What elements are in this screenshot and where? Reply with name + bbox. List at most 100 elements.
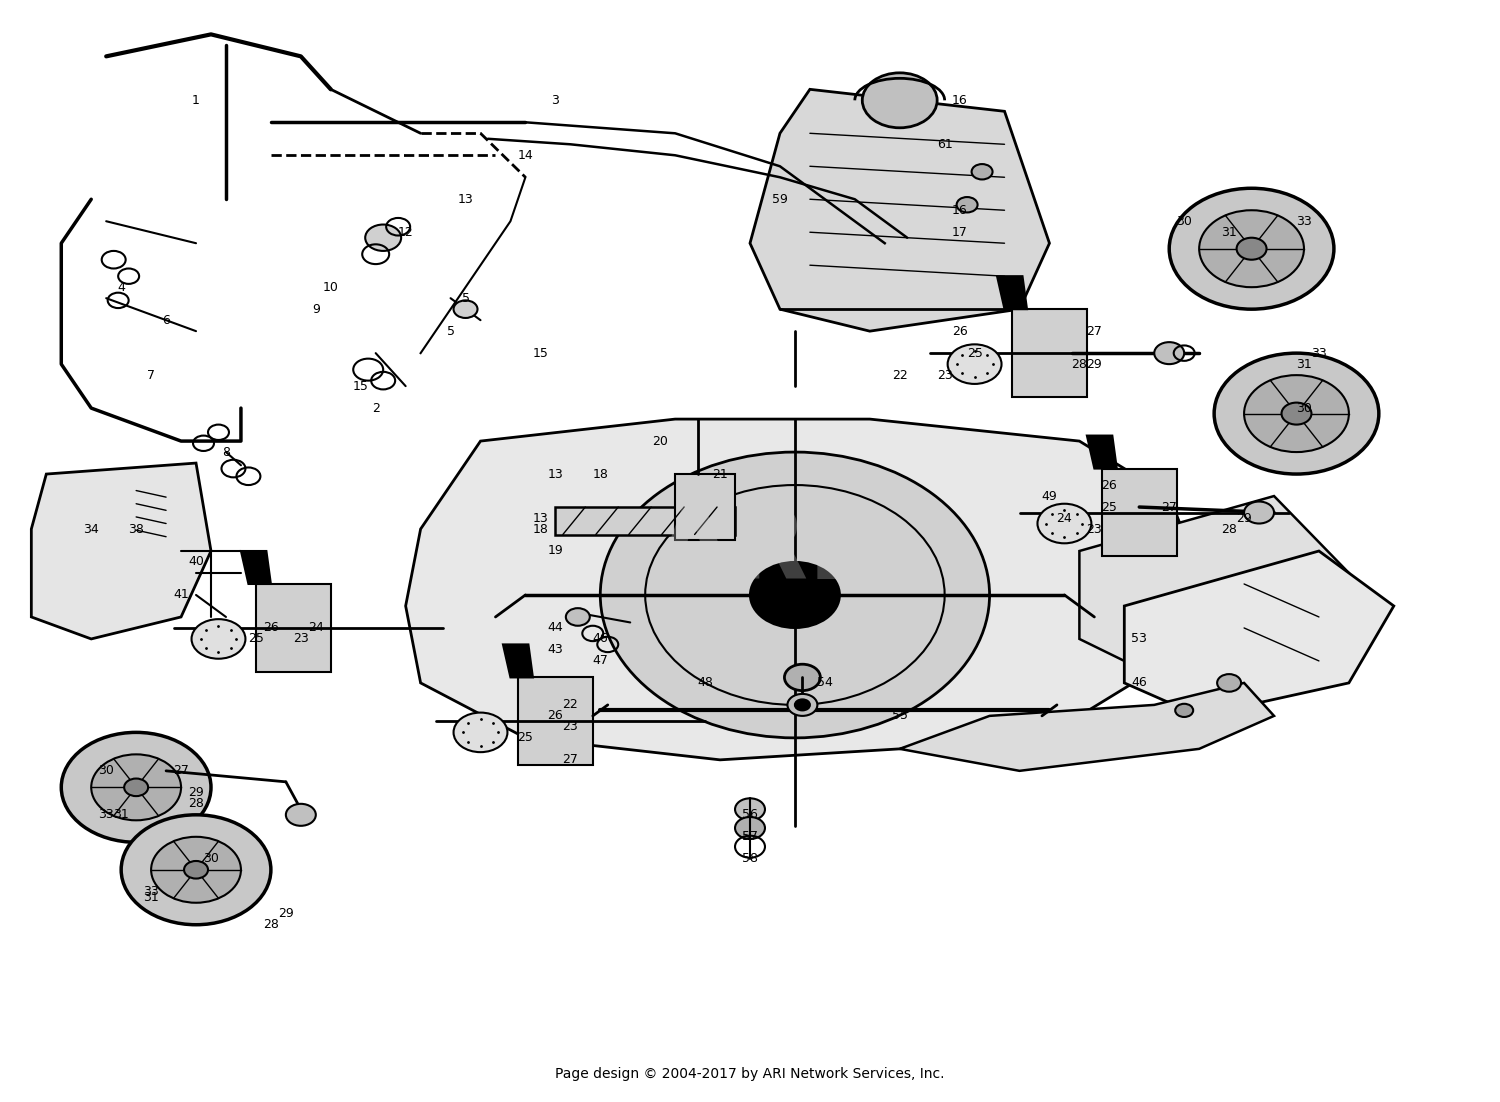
Text: 29: 29 [1236, 511, 1252, 525]
Text: 20: 20 [652, 434, 668, 447]
Circle shape [62, 733, 211, 842]
Text: 28: 28 [188, 798, 204, 810]
Text: 8: 8 [222, 445, 230, 458]
Text: 19: 19 [548, 544, 562, 558]
Polygon shape [503, 645, 532, 678]
Text: 38: 38 [128, 522, 144, 536]
Polygon shape [405, 419, 1198, 760]
Text: 25: 25 [966, 347, 982, 359]
Circle shape [948, 344, 1002, 383]
Polygon shape [998, 277, 1028, 310]
Polygon shape [1125, 551, 1394, 716]
Text: 46: 46 [1131, 677, 1148, 690]
Text: 43: 43 [548, 644, 562, 657]
Text: 33: 33 [99, 808, 114, 821]
Circle shape [862, 73, 938, 128]
Circle shape [735, 798, 765, 820]
Text: 13: 13 [458, 193, 474, 206]
Text: 21: 21 [712, 467, 728, 480]
Polygon shape [32, 463, 211, 639]
Circle shape [92, 755, 182, 820]
Text: 26: 26 [1101, 478, 1118, 491]
Circle shape [184, 861, 209, 878]
Text: 9: 9 [312, 303, 320, 315]
Text: 17: 17 [951, 226, 968, 239]
Text: 30: 30 [99, 765, 114, 777]
Bar [555, 507, 735, 534]
Text: 30: 30 [202, 852, 219, 865]
Text: 49: 49 [1041, 489, 1058, 503]
Text: 27: 27 [562, 754, 579, 766]
Text: 26: 26 [951, 325, 968, 337]
Text: 34: 34 [84, 522, 99, 536]
Circle shape [972, 164, 993, 180]
Text: 5: 5 [447, 325, 454, 337]
Text: 6: 6 [162, 314, 170, 326]
Circle shape [600, 452, 990, 738]
Bar [675, 474, 735, 540]
Polygon shape [750, 89, 1050, 332]
Text: 25: 25 [518, 732, 534, 744]
Text: 4: 4 [117, 281, 124, 294]
Text: 59: 59 [772, 193, 788, 206]
Text: 7: 7 [147, 369, 154, 381]
Text: 15: 15 [532, 347, 549, 359]
Text: 46: 46 [592, 633, 608, 646]
Text: 2: 2 [372, 401, 380, 414]
Text: 12: 12 [398, 226, 414, 239]
Text: 24: 24 [308, 622, 324, 635]
Polygon shape [1088, 435, 1118, 468]
Text: 29: 29 [188, 787, 204, 799]
Text: 33: 33 [1311, 347, 1328, 359]
Circle shape [750, 562, 840, 628]
Circle shape [1198, 210, 1304, 288]
Circle shape [1281, 402, 1311, 424]
Text: 27: 27 [172, 765, 189, 777]
Bar [256, 584, 332, 672]
Text: 23: 23 [292, 633, 309, 646]
Bar [1013, 310, 1088, 397]
Text: 13: 13 [532, 511, 549, 525]
Text: 31: 31 [1296, 358, 1312, 370]
Text: 55: 55 [891, 710, 908, 723]
Circle shape [1236, 238, 1266, 260]
Text: 29: 29 [278, 907, 294, 920]
Polygon shape [1080, 496, 1348, 683]
Circle shape [1244, 501, 1274, 523]
Text: 16: 16 [951, 204, 968, 217]
Text: 23: 23 [938, 369, 952, 381]
Text: Page design © 2004-2017 by ARI Network Services, Inc.: Page design © 2004-2017 by ARI Network S… [555, 1067, 945, 1081]
Text: 29: 29 [1086, 358, 1102, 370]
Circle shape [784, 665, 820, 691]
Text: 18: 18 [532, 522, 549, 536]
Text: 31: 31 [1221, 226, 1238, 239]
Text: 14: 14 [518, 149, 534, 162]
Bar [518, 678, 593, 766]
Circle shape [1038, 504, 1092, 543]
Circle shape [286, 803, 316, 825]
Text: 22: 22 [892, 369, 908, 381]
Text: 1: 1 [192, 94, 200, 107]
Text: 15: 15 [352, 379, 369, 392]
Circle shape [795, 700, 810, 711]
Text: 23: 23 [1086, 522, 1102, 536]
Text: 3: 3 [552, 94, 560, 107]
Text: 24: 24 [1056, 511, 1072, 525]
Text: 26: 26 [548, 710, 562, 723]
Text: 25: 25 [248, 633, 264, 646]
Text: 30: 30 [1296, 401, 1312, 414]
Circle shape [364, 225, 400, 251]
Text: 10: 10 [322, 281, 339, 294]
Text: 58: 58 [742, 852, 758, 865]
Text: 28: 28 [1071, 358, 1088, 370]
Text: 61: 61 [938, 138, 952, 151]
Text: 31: 31 [142, 890, 159, 904]
Text: 13: 13 [548, 467, 562, 480]
Text: 41: 41 [172, 588, 189, 602]
Circle shape [788, 694, 818, 716]
Text: 27: 27 [1086, 325, 1102, 337]
Text: 23: 23 [562, 721, 578, 733]
Circle shape [124, 778, 148, 796]
Text: 40: 40 [188, 555, 204, 569]
Text: 31: 31 [114, 808, 129, 821]
